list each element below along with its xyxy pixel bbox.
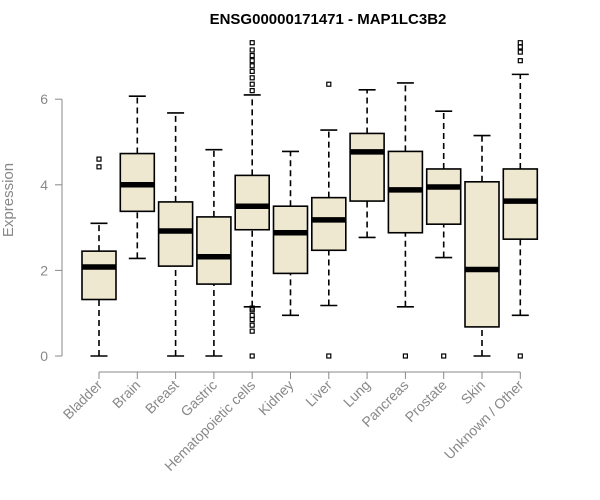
boxes-group [81,40,539,359]
outlier-point [517,58,523,64]
outlier-point [517,353,523,359]
box-hematopoietic-cells [234,40,270,359]
outlier-point [249,47,255,53]
outlier-point [249,81,255,87]
y-tick-label: 4 [40,177,48,193]
box-iqr [502,168,539,240]
y-tick-label: 0 [40,348,48,364]
y-tick-label: 2 [40,262,48,278]
box-iqr [310,196,347,252]
outlier-point [402,353,408,359]
box-iqr [349,132,385,202]
box-pancreas [387,82,424,359]
box-lung [349,88,385,239]
outlier-point [517,49,523,55]
box-unknown-other [502,40,539,359]
box-brain [119,95,156,260]
outlier-point [249,63,255,69]
box-liver [310,81,347,359]
outlier-point [249,328,255,334]
box-kidney [272,150,309,317]
outlier-point [249,305,255,311]
box-iqr [425,168,462,225]
y-axis-label: Expression [0,163,17,237]
x-tick-label: Liver [302,377,335,410]
box-gastric [196,148,232,357]
outlier-point [249,52,255,59]
box-breast [157,112,194,357]
x-tick-label: Kidney [255,377,297,419]
box-iqr [234,174,270,231]
outlier-point [249,68,255,74]
outlier-point [249,353,255,359]
box-iqr [464,181,500,328]
outlier-point [96,156,102,162]
box-prostate [425,110,462,359]
chart-title: ENSG00000171471 - MAP1LC3B2 [210,11,447,28]
outlier-point [249,88,255,94]
box-iqr [157,201,194,267]
outlier-point [249,312,255,318]
outlier-point [249,40,255,46]
outlier-point [96,164,102,170]
outlier-point [326,353,332,359]
outlier-point [441,353,447,359]
x-tick-label: Brain [109,377,143,411]
outlier-point [326,81,332,87]
box-skin [464,134,500,357]
x-tick-label: Breast [142,377,182,417]
x-tick-label: Skin [458,377,489,408]
x-tick-label: Lung [340,377,373,410]
y-axis: 0 2 4 6 [40,91,63,364]
y-tick-label: 6 [40,91,48,107]
outlier-point [249,58,255,64]
outlier-point [517,40,523,46]
x-tick-label: Bladder [60,377,106,423]
outlier-point [249,317,255,323]
outlier-point [249,75,255,81]
outlier-point [249,322,255,328]
outlier-point [517,44,523,50]
box-iqr [81,250,117,301]
x-tick-label: Prostate [402,377,450,425]
box-iqr [196,216,232,285]
box-bladder [81,156,117,357]
box-iqr [272,205,309,275]
